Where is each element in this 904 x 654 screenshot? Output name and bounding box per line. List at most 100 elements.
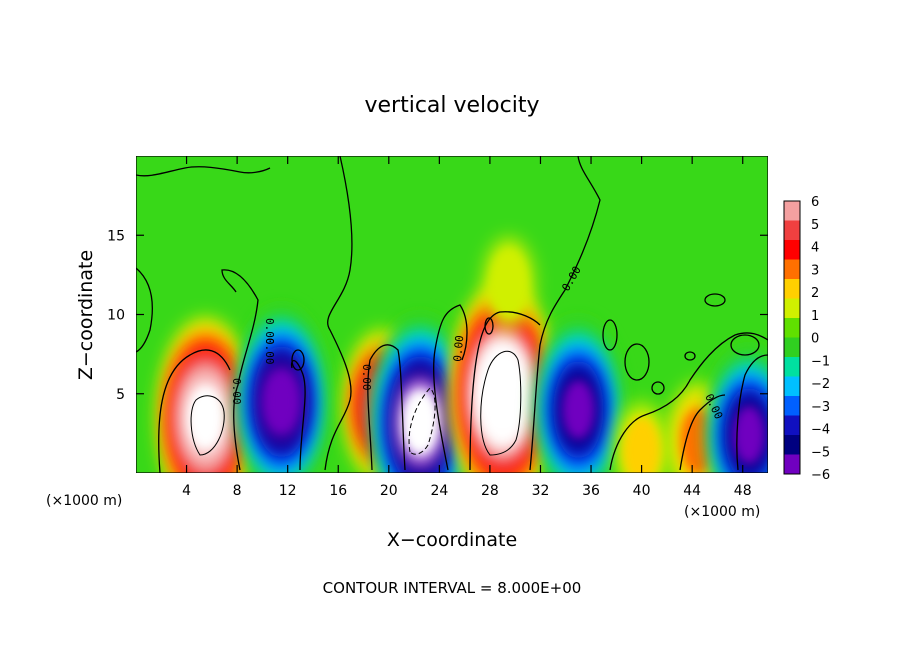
zero-contour-line: [221, 269, 259, 471]
contour-label: 0.00: [230, 378, 243, 405]
colorbar-swatch: [784, 259, 800, 280]
y-axis: 5 10 15: [107, 228, 768, 403]
y-tick-label: 10: [107, 308, 125, 324]
field-level: [562, 379, 595, 440]
downdraft-core: [536, 321, 621, 473]
colorbar-swatch: [784, 454, 800, 475]
y-tick-label: 5: [116, 387, 125, 403]
contour-minus-8: [408, 387, 436, 455]
downdraft-core: [708, 350, 768, 473]
x-tick-label: 8: [233, 483, 242, 499]
colorbar-swatch: [784, 298, 800, 319]
zero-contour-ring: [651, 381, 665, 395]
zero-contour-ring: [291, 349, 305, 371]
field-level: [680, 408, 717, 473]
x-unit-left: (×1000 m): [46, 493, 122, 509]
zero-contour-ring: [704, 293, 726, 307]
colorbar-label: 4: [811, 241, 819, 256]
colorbar-swatch: [784, 220, 800, 241]
colorbar-frame: [783, 200, 801, 475]
y-axis-label: Z−coordinate: [75, 250, 97, 380]
contour-plus-8: [190, 395, 225, 456]
zero-contour-line: [529, 156, 601, 471]
colorbar-swatch: [784, 415, 800, 436]
y-tick-label: 15: [107, 228, 125, 244]
colorbar-swatch: [784, 240, 800, 260]
colorbar-label: 6: [811, 195, 819, 210]
zero-contours: [136, 156, 768, 473]
colorbar-label: 1: [811, 309, 819, 324]
colorbar-label: −5: [811, 445, 830, 460]
colorbar-label: −2: [811, 377, 830, 392]
colorbar-label: 3: [811, 263, 819, 278]
zero-contour-line: [136, 166, 271, 177]
contour-plus-8: [480, 350, 522, 456]
zero-contour-ring: [484, 317, 494, 335]
x-tick-label: 28: [481, 483, 499, 499]
colorbar-swatch: [784, 357, 800, 377]
contour-interval-note: CONTOUR INTERVAL = 8.000E+00: [323, 579, 582, 597]
colorbar-swatch: [784, 279, 800, 299]
zero-contour-line: [324, 156, 353, 471]
x-tick-label: 32: [532, 483, 550, 499]
zero-contour-line: [367, 344, 406, 471]
field-level: [622, 416, 661, 473]
amplitude-contours: [190, 350, 522, 456]
zero-contour-ring: [602, 319, 618, 351]
x-tick-label: 40: [633, 483, 651, 499]
x-tick-label: 44: [683, 483, 701, 499]
x-tick-label: 12: [279, 483, 297, 499]
field-level: [265, 372, 298, 431]
colorbar-swatch: [784, 376, 800, 397]
contour-label: 0.00: [263, 338, 276, 365]
colorbar-label: −4: [811, 423, 830, 438]
x-tick-label: 24: [430, 483, 448, 499]
colorbar-label: 5: [811, 218, 819, 233]
zero-contour-ring: [730, 334, 760, 356]
downdraft-core: [237, 309, 326, 473]
field-level: [404, 392, 437, 452]
x-tick-label: 4: [182, 483, 191, 499]
colorbar-label: 0: [811, 332, 819, 347]
colorbar-swatch: [784, 337, 800, 358]
updraft-core: [615, 402, 668, 473]
field-level: [486, 364, 519, 423]
x-axis: 4 8 12 16 20 24 28 32 36 40 44 48: [182, 156, 752, 499]
colorbar-label: −1: [811, 354, 830, 369]
updraft-core: [451, 282, 555, 473]
contour-label: 0.00: [360, 364, 373, 391]
contour-label: 0.00: [451, 335, 466, 363]
zero-contour-line: [679, 394, 726, 471]
x-unit-right: (×1000 m): [684, 504, 760, 520]
chart-title: vertical velocity: [364, 93, 539, 118]
zero-contour-line: [433, 304, 468, 471]
x-axis-label: X−coordinate: [387, 529, 517, 551]
x-tick-label: 16: [329, 483, 347, 499]
zero-contour-line: [158, 349, 231, 473]
x-tick-label: 48: [734, 483, 752, 499]
colorbar-swatch: [784, 435, 800, 455]
colorbar-swatch: [784, 396, 800, 416]
field-level: [189, 388, 222, 447]
colorbar-label: 2: [811, 286, 819, 301]
colorbar-swatch: [784, 318, 800, 338]
zero-contour-line: [469, 311, 541, 471]
colorbar-label: −3: [811, 400, 830, 415]
zero-contour-line: [136, 267, 153, 353]
plot-area: [136, 156, 768, 473]
velocity-field: [158, 237, 768, 473]
field-level: [490, 250, 528, 316]
colorbar-swatch: [784, 201, 800, 221]
colorbar: 6 5 4 3 2 1 0 −1 −2 −3 −4 −5 −6: [783, 195, 830, 483]
zero-contour-line: [736, 354, 768, 471]
x-tick-label: 20: [380, 483, 398, 499]
zero-contour-line: [609, 332, 768, 471]
updraft-core: [484, 237, 534, 328]
x-tick-label: 36: [582, 483, 600, 499]
zero-contour-ring: [684, 351, 696, 361]
zero-contour-ring: [624, 343, 650, 381]
contour-label: 0.00: [263, 318, 276, 345]
colorbar-label: −6: [811, 468, 830, 483]
field-level: [732, 405, 766, 465]
